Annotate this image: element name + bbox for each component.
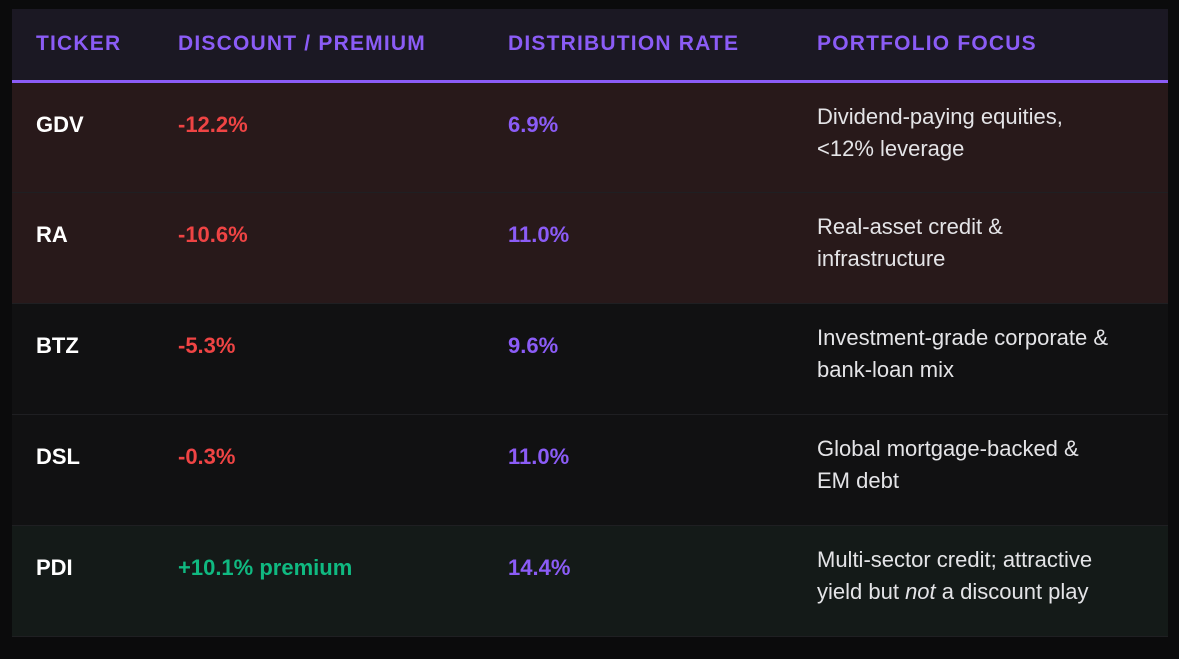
- table-row: BTZ -5.3% 9.6% Investment-grade corporat…: [12, 303, 1168, 415]
- ticker-cell: DSL: [12, 414, 154, 526]
- focus-cell: Multi-sector credit; attractive yield but…: [793, 525, 1168, 637]
- distribution-cell: 11.0%: [484, 414, 793, 526]
- focus-line: Real-asset credit &: [817, 213, 1003, 239]
- ticker-cell: GDV: [12, 81, 154, 193]
- focus-line: Multi-sector credit; attractive: [817, 546, 1093, 572]
- distribution-cell: 14.4%: [484, 525, 793, 637]
- table-row: GDV -12.2% 6.9% Dividend-paying equities…: [12, 81, 1168, 193]
- column-header-distribution-rate: DISTRIBUTION RATE: [484, 9, 793, 83]
- focus-line-post: a discount play: [935, 578, 1089, 604]
- distribution-cell: 9.6%: [484, 303, 793, 415]
- column-header-discount-premium: DISCOUNT / PREMIUM: [154, 9, 484, 83]
- discount-cell: -12.2%: [154, 81, 484, 193]
- focus-cell: Investment-grade corporate & bank-loan mi…: [793, 303, 1168, 415]
- focus-line: Dividend-paying equities,: [817, 103, 1063, 129]
- discount-cell: -5.3%: [154, 303, 484, 415]
- discount-cell: -10.6%: [154, 192, 484, 304]
- focus-cell: Global mortgage-backed & EM debt: [793, 414, 1168, 526]
- focus-line: bank-loan mix: [817, 356, 954, 382]
- focus-line: <12% leverage: [817, 135, 965, 161]
- cef-comparison-table: TICKER DISCOUNT / PREMIUM DISTRIBUTION R…: [12, 9, 1168, 637]
- distribution-cell: 6.9%: [484, 81, 793, 193]
- header-row: TICKER DISCOUNT / PREMIUM DISTRIBUTION R…: [12, 9, 1168, 83]
- focus-line: infrastructure: [817, 245, 946, 271]
- premium-cell: +10.1% premium: [154, 525, 484, 637]
- data-table: TICKER DISCOUNT / PREMIUM DISTRIBUTION R…: [12, 9, 1168, 637]
- table-row: RA -10.6% 11.0% Real-asset credit & infra…: [12, 192, 1168, 304]
- distribution-cell: 11.0%: [484, 192, 793, 304]
- focus-cell: Dividend-paying equities, <12% leverage: [793, 81, 1168, 193]
- focus-line: Investment-grade corporate &: [817, 324, 1109, 350]
- column-header-ticker: TICKER: [12, 9, 154, 83]
- table-body: GDV -12.2% 6.9% Dividend-paying equities…: [12, 81, 1168, 637]
- discount-cell: -0.3%: [154, 414, 484, 526]
- ticker-cell: BTZ: [12, 303, 154, 415]
- focus-line-pre: yield but: [817, 578, 906, 604]
- focus-emphasis: not: [905, 578, 936, 604]
- table-row: DSL -0.3% 11.0% Global mortgage-backed &…: [12, 414, 1168, 526]
- column-header-portfolio-focus: PORTFOLIO FOCUS: [793, 9, 1168, 83]
- focus-line: Global mortgage-backed &: [817, 435, 1079, 461]
- table-row: PDI +10.1% premium 14.4% Multi-sector cr…: [12, 525, 1168, 637]
- focus-cell: Real-asset credit & infrastructure: [793, 192, 1168, 304]
- focus-line: EM debt: [817, 467, 899, 493]
- ticker-cell: RA: [12, 192, 154, 304]
- ticker-cell: PDI: [12, 525, 154, 637]
- table-header: TICKER DISCOUNT / PREMIUM DISTRIBUTION R…: [12, 9, 1168, 83]
